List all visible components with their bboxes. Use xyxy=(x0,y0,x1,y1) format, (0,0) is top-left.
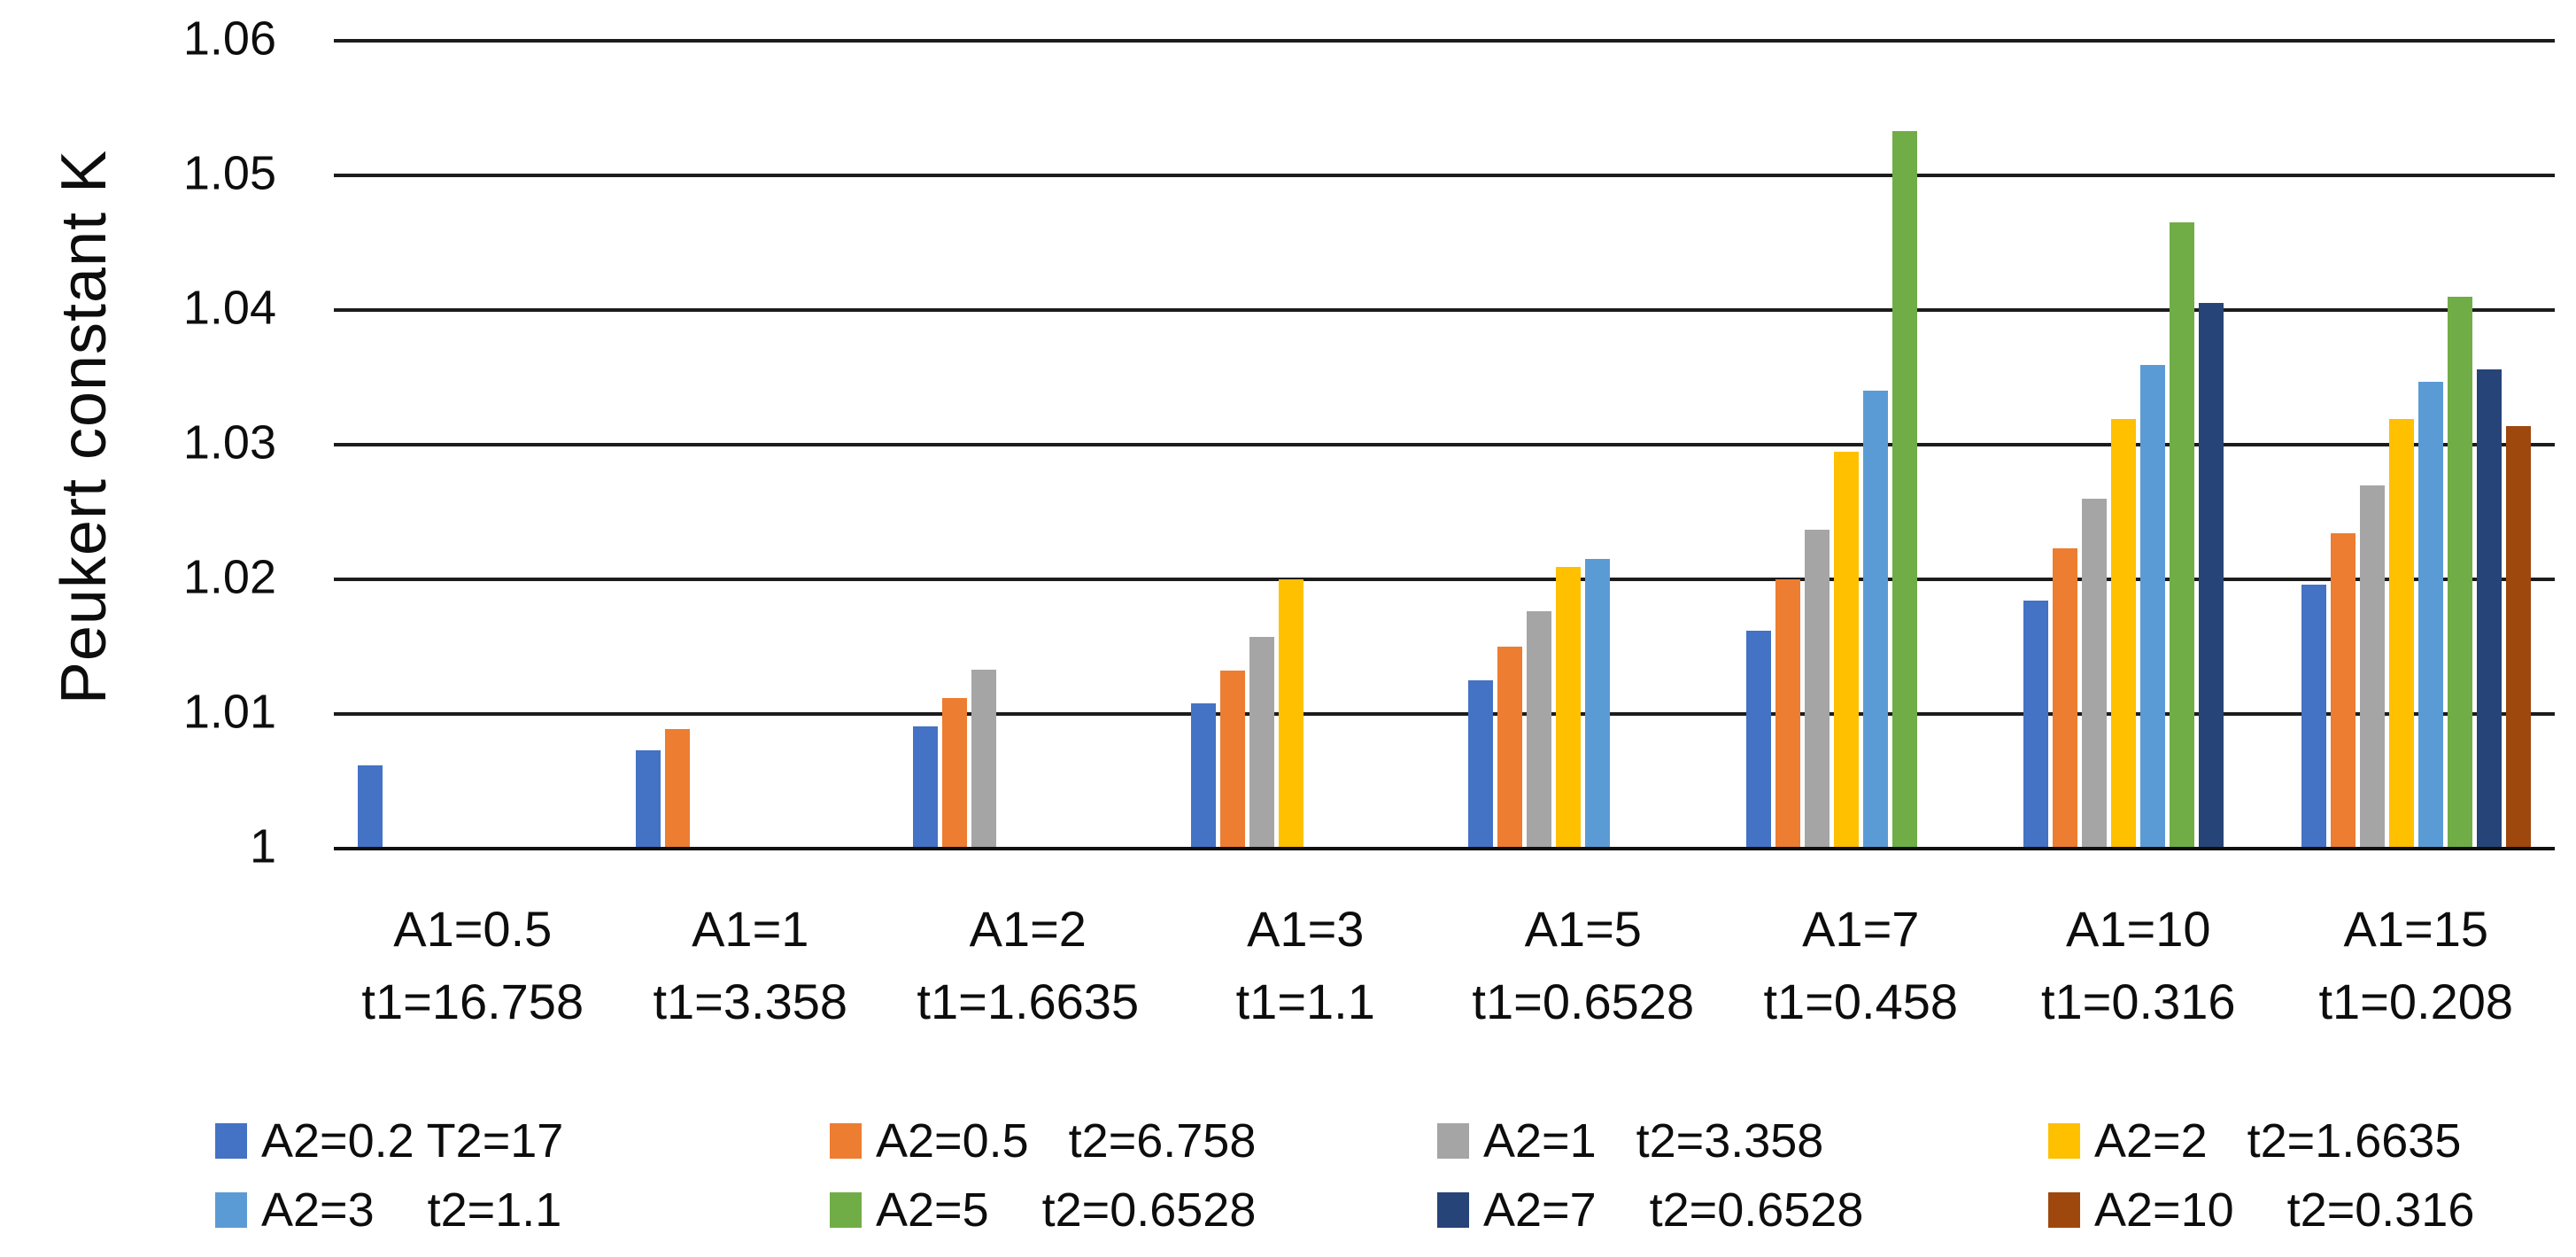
bar xyxy=(2330,533,2356,849)
legend-item: A2=0.2 T2=17 xyxy=(215,1114,564,1168)
bar xyxy=(1891,130,1917,849)
bar xyxy=(971,669,997,849)
bar xyxy=(1585,559,1611,849)
bar xyxy=(1745,630,1771,849)
bar xyxy=(1862,391,1888,849)
bar xyxy=(2140,365,2166,849)
bar xyxy=(1556,567,1582,849)
bar xyxy=(2023,601,2049,849)
gridline xyxy=(334,308,2555,312)
bar xyxy=(1804,529,1830,849)
bar xyxy=(1497,647,1523,849)
category-label-line2: t1=0.6528 xyxy=(1472,974,1695,1029)
bar xyxy=(1468,680,1494,849)
bar xyxy=(2082,498,2108,849)
y-axis-tick-label: 1.05 xyxy=(182,146,276,200)
bar xyxy=(1190,702,1216,849)
legend-swatch-icon xyxy=(2048,1123,2080,1159)
bar xyxy=(1278,579,1303,849)
gridline xyxy=(334,712,2555,716)
category-label-line1: A1=7 xyxy=(1802,901,1920,957)
category-label-line1: A1=2 xyxy=(969,901,1087,957)
bar xyxy=(1833,451,1859,849)
bar xyxy=(2476,369,2502,849)
category-label-line2: t1=1.1 xyxy=(1235,974,1375,1029)
legend-swatch-icon xyxy=(2048,1192,2080,1228)
legend-swatch-icon xyxy=(1437,1123,1469,1159)
y-axis-tick-label: 1 xyxy=(249,819,276,873)
bar xyxy=(2417,381,2443,849)
legend-swatch-icon xyxy=(830,1123,862,1159)
legend-label: A2=3 t2=1.1 xyxy=(261,1183,562,1237)
bar xyxy=(1219,671,1245,849)
bar xyxy=(2359,485,2385,849)
legend-label: A2=10 t2=0.316 xyxy=(2094,1183,2475,1237)
y-axis-tick-label: 1.06 xyxy=(182,12,276,66)
bar xyxy=(2199,303,2224,849)
legend-label: A2=5 t2=0.6528 xyxy=(876,1183,1257,1237)
category-label-line2: t1=16.758 xyxy=(361,974,584,1029)
x-axis-category-label: A1=5 t1=0.6528 xyxy=(1444,893,1722,1038)
gridline xyxy=(334,39,2555,43)
bar xyxy=(358,764,383,849)
legend-item: A2=2 t2=1.6635 xyxy=(2048,1114,2462,1168)
bar xyxy=(2111,419,2137,849)
bar xyxy=(2447,296,2472,849)
legend-swatch-icon xyxy=(830,1192,862,1228)
bar xyxy=(2170,222,2195,849)
category-label-line1: A1=5 xyxy=(1524,901,1642,957)
legend-label: A2=7 t2=0.6528 xyxy=(1483,1183,1864,1237)
legend-item: A2=7 t2=0.6528 xyxy=(1437,1183,1864,1237)
gridline xyxy=(334,578,2555,581)
category-label-line1: A1=1 xyxy=(692,901,809,957)
category-label-line2: t1=0.316 xyxy=(2040,974,2236,1029)
y-axis-tick-label: 1.02 xyxy=(182,550,276,604)
gridline xyxy=(334,174,2555,177)
x-axis-category-label: A1=2 t1=1.6635 xyxy=(889,893,1167,1038)
bar xyxy=(2053,548,2078,849)
bar xyxy=(635,750,661,849)
bar xyxy=(1775,579,1800,849)
gridline xyxy=(334,443,2555,446)
legend-item: A2=5 t2=0.6528 xyxy=(830,1183,1257,1237)
legend-item: A2=0.5 t2=6.758 xyxy=(830,1114,1257,1168)
category-label-line2: t1=1.6635 xyxy=(917,974,1140,1029)
category-label-line1: A1=15 xyxy=(2343,901,2489,957)
legend-label: A2=2 t2=1.6635 xyxy=(2094,1114,2462,1168)
legend-swatch-icon xyxy=(215,1192,247,1228)
category-label-line2: t1=0.458 xyxy=(1763,974,1959,1029)
x-axis-category-label: A1=1 t1=3.358 xyxy=(612,893,890,1038)
bar xyxy=(913,725,939,849)
legend-item: A2=10 t2=0.316 xyxy=(2048,1183,2475,1237)
legend-swatch-icon xyxy=(1437,1192,1469,1228)
category-label-line2: t1=0.208 xyxy=(2318,974,2514,1029)
y-axis-tick-label: 1.01 xyxy=(182,685,276,739)
bar xyxy=(664,728,690,849)
legend-swatch-icon xyxy=(215,1123,247,1159)
y-axis-tick-label: 1.03 xyxy=(182,415,276,469)
legend-label: A2=1 t2=3.358 xyxy=(1483,1114,1824,1168)
x-axis-category-label: A1=3 t1=1.1 xyxy=(1167,893,1445,1038)
x-axis-category-label: A1=15 t1=0.208 xyxy=(2278,893,2556,1038)
legend-label: A2=0.2 T2=17 xyxy=(261,1114,564,1168)
category-label-line1: A1=3 xyxy=(1247,901,1365,957)
y-axis-tick-label: 1.04 xyxy=(182,281,276,335)
legend-label: A2=0.5 t2=6.758 xyxy=(876,1114,1257,1168)
category-label-line2: t1=3.358 xyxy=(653,974,848,1029)
x-axis-category-label: A1=7 t1=0.458 xyxy=(1722,893,2000,1038)
bar xyxy=(1527,611,1552,849)
bar xyxy=(2388,419,2414,849)
bar xyxy=(2301,585,2326,849)
category-label-line1: A1=0.5 xyxy=(393,901,553,957)
legend-item: A2=1 t2=3.358 xyxy=(1437,1114,1824,1168)
legend-item: A2=3 t2=1.1 xyxy=(215,1183,562,1237)
category-label-line1: A1=10 xyxy=(2066,901,2211,957)
x-axis-category-label: A1=0.5 t1=16.758 xyxy=(334,893,612,1038)
bar xyxy=(1249,637,1274,849)
x-axis-category-label: A1=10 t1=0.316 xyxy=(2000,893,2278,1038)
x-axis-line xyxy=(334,847,2555,850)
bar xyxy=(2505,425,2531,849)
bar xyxy=(942,697,968,849)
